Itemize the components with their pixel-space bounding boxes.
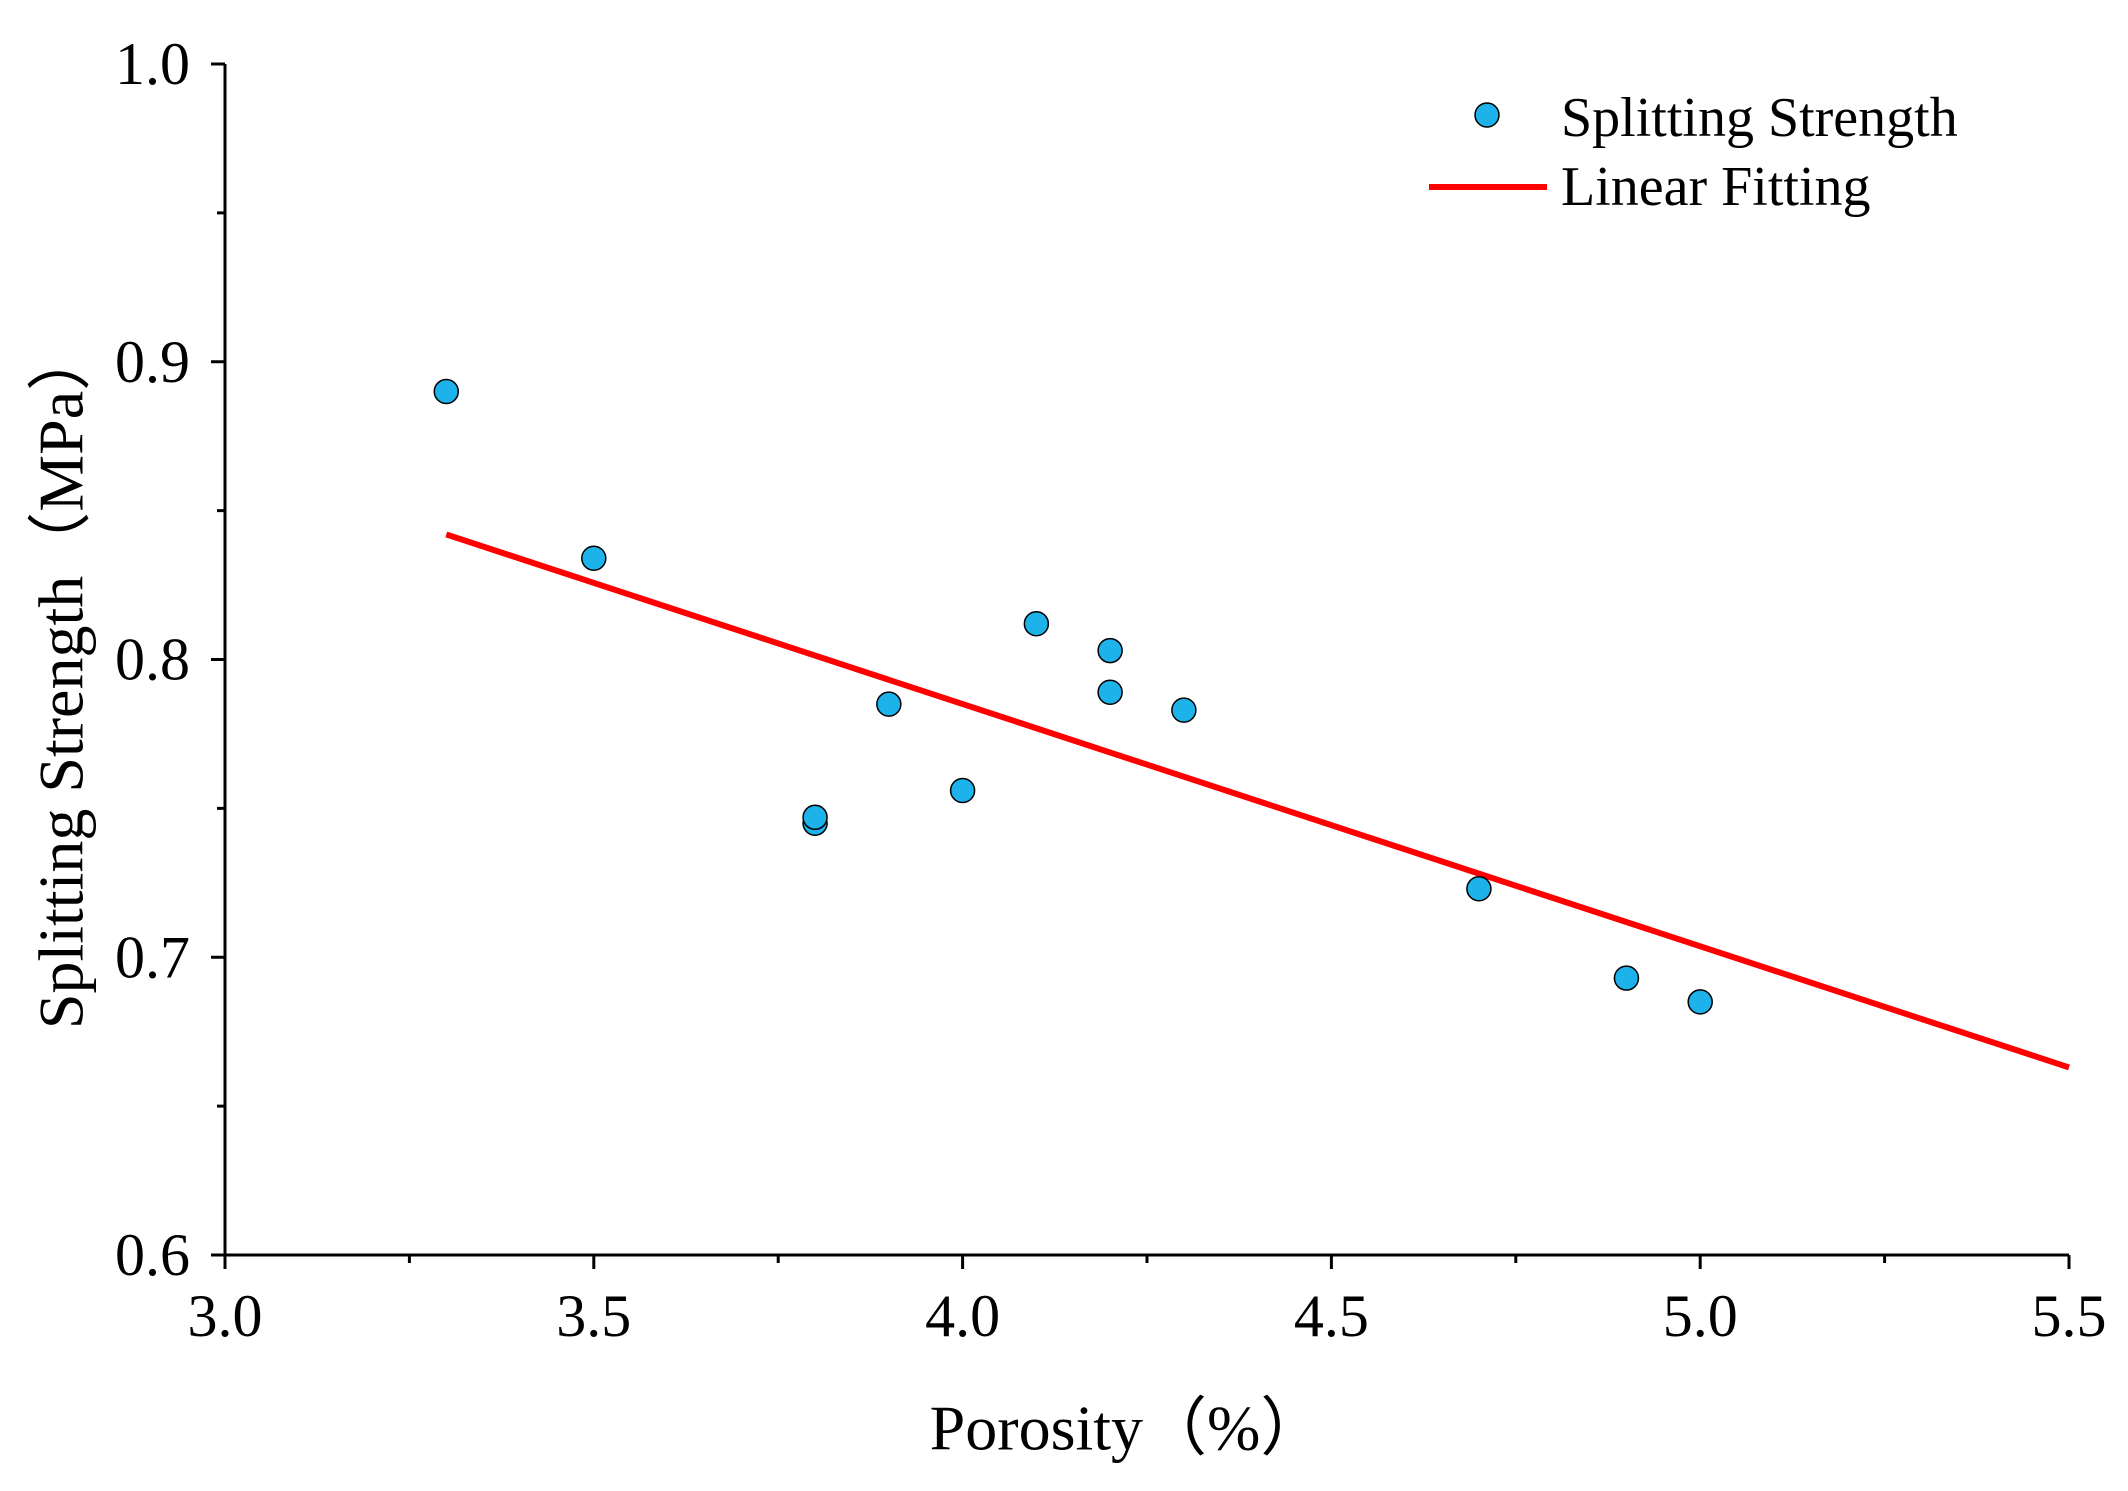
data-point — [1466, 876, 1492, 902]
x-tick-label: 4.5 — [1294, 1283, 1369, 1349]
data-point — [581, 545, 607, 572]
y-axis-title: Splitting Strength（MPa） — [26, 327, 97, 1029]
data-point — [1613, 965, 1640, 991]
data-point — [1023, 611, 1050, 637]
legend-label-splitting-strength: Splitting Strength — [1561, 87, 1958, 149]
data-point — [949, 777, 976, 804]
ticks-layer: 3.0 3.5 4.0 4.5 5.0 5.5 0.6 0.7 0.8 0.9 1.0 — [115, 31, 2107, 1349]
data-point — [433, 378, 460, 405]
legend: Splitting Strength Linear Fitting — [1429, 87, 1958, 218]
x-tick-label: 3.5 — [556, 1283, 631, 1349]
legend-marker-splitting-strength — [1474, 102, 1500, 128]
legend-label-linear-fitting: Linear Fitting — [1561, 156, 1871, 218]
y-tick-label: 0.6 — [115, 1222, 190, 1288]
y-tick-label: 1.0 — [115, 31, 190, 97]
y-tick-label: 0.9 — [115, 329, 190, 395]
data-point — [1097, 679, 1123, 706]
x-axis-title: Porosity（%） — [930, 1393, 1325, 1464]
x-tick-label: 5.5 — [2032, 1283, 2107, 1349]
data-point — [1687, 989, 1713, 1015]
linear-fitting-line — [445, 531, 2070, 1071]
data-point — [1171, 697, 1197, 723]
y-tick-label: 0.7 — [115, 924, 190, 990]
data-point — [1097, 637, 1123, 664]
data-point — [802, 804, 828, 831]
x-tick-label: 5.0 — [1663, 1283, 1738, 1349]
fit-line-layer — [445, 531, 2070, 1071]
data-point — [876, 691, 902, 717]
x-tick-label: 3.0 — [188, 1283, 263, 1349]
y-tick-label: 0.8 — [115, 627, 190, 693]
x-tick-label: 4.0 — [925, 1283, 1000, 1349]
data-points-layer — [433, 378, 1713, 1015]
